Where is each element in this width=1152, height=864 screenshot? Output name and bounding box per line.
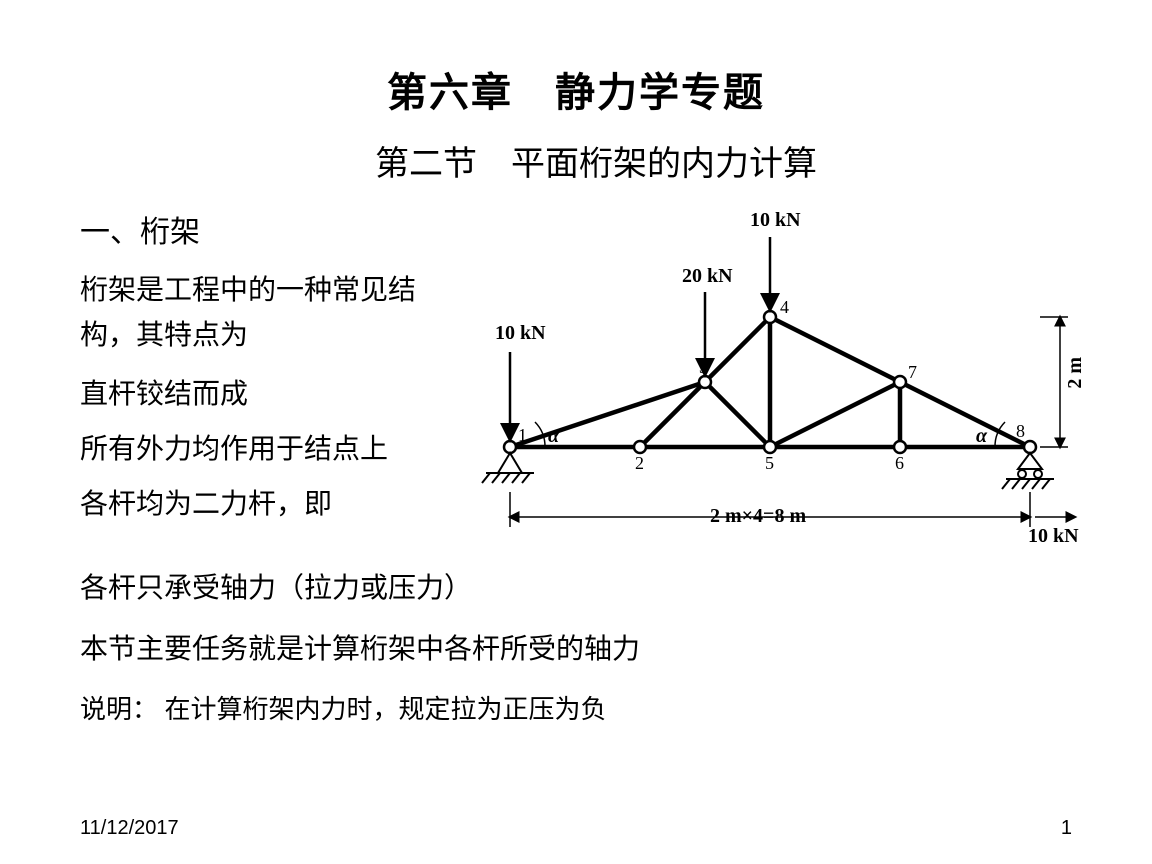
node-num: 7 bbox=[908, 362, 917, 383]
body-para: 所有外力均作用于结点上 bbox=[80, 431, 460, 469]
right-kn-label: 10 kN bbox=[1028, 525, 1079, 548]
node-num: 6 bbox=[895, 453, 904, 474]
node-num: 4 bbox=[780, 297, 789, 318]
node-num: 3 bbox=[699, 357, 708, 378]
node-num: 1 bbox=[518, 425, 527, 446]
dim-right: 2 m bbox=[1064, 357, 1087, 389]
body-para: 直杆铰结而成 bbox=[80, 373, 460, 418]
body-para: 各杆只承受轴力（拉力或压力） bbox=[80, 567, 1072, 612]
body-para: 各杆均为二力杆，即 bbox=[80, 483, 460, 528]
load-label: 10 kN bbox=[495, 322, 546, 345]
note-para: 说明： 在计算桁架内力时，规定拉为正压为负 bbox=[80, 689, 1072, 731]
load-label: 10 kN bbox=[750, 209, 801, 232]
body-para: 桁架是工程中的一种常见结构，其特点为 bbox=[80, 269, 460, 359]
body-para: 本节主要任务就是计算桁架中各杆所受的轴力 bbox=[80, 628, 1072, 673]
node-num: 5 bbox=[765, 453, 774, 474]
dim-bottom: 2 m×4=8 m bbox=[710, 505, 806, 528]
load-label: 20 kN bbox=[682, 265, 733, 288]
truss-diagram: 10 kN 20 kN 10 kN 2 m×4=8 m 2 m 10 kN α … bbox=[460, 207, 1080, 567]
section-title: 第二节 平面桁架的内力计算 bbox=[120, 136, 1072, 185]
angle-label: α bbox=[976, 425, 987, 448]
angle-label: α bbox=[548, 425, 559, 448]
node-num: 2 bbox=[635, 453, 644, 474]
node-num: 8 bbox=[1016, 421, 1025, 442]
slide-page: 第六章 静力学专题 第二节 平面桁架的内力计算 一、桁架 桁架是工程中的一种常见… bbox=[0, 0, 1152, 864]
footer-page-number: 1 bbox=[1061, 817, 1072, 840]
heading-1: 一、桁架 bbox=[80, 207, 460, 251]
footer-date: 11/12/2017 bbox=[80, 817, 179, 840]
chapter-title: 第六章 静力学专题 bbox=[80, 60, 1072, 118]
